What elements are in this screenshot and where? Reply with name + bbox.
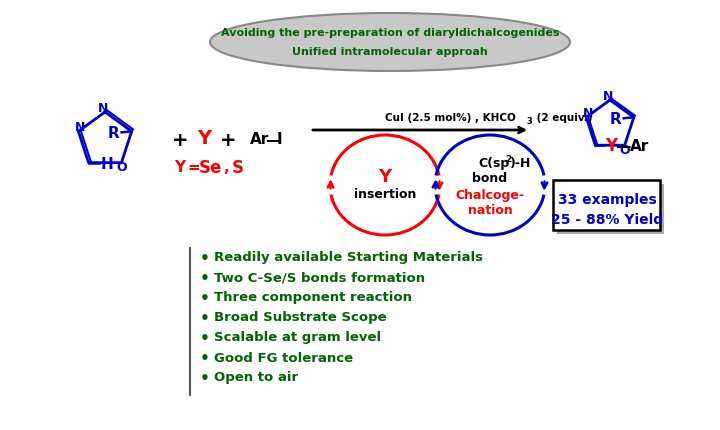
Text: Good FG tolerance: Good FG tolerance <box>214 351 353 365</box>
Text: Open to air: Open to air <box>214 372 298 384</box>
Text: Three component reaction: Three component reaction <box>214 292 412 304</box>
Text: +: + <box>220 130 236 150</box>
Text: N: N <box>583 107 593 120</box>
Text: —: — <box>265 132 280 147</box>
Text: N: N <box>75 121 86 134</box>
Text: •: • <box>200 291 210 305</box>
Text: Se: Se <box>198 159 222 177</box>
Text: Ar: Ar <box>250 132 269 147</box>
Ellipse shape <box>210 13 570 71</box>
Text: Broad Substrate Scope: Broad Substrate Scope <box>214 311 387 325</box>
Text: Y: Y <box>174 160 186 175</box>
Text: 33 examples: 33 examples <box>557 193 657 207</box>
Text: Two C-Se/S bonds formation: Two C-Se/S bonds formation <box>214 271 425 285</box>
Text: R: R <box>108 126 120 141</box>
Text: 3: 3 <box>526 117 532 126</box>
Text: +: + <box>172 130 188 150</box>
FancyBboxPatch shape <box>557 184 664 234</box>
Text: C(sp: C(sp <box>478 157 509 169</box>
Text: Y: Y <box>197 129 211 147</box>
Text: •: • <box>200 270 210 286</box>
Text: Ar: Ar <box>630 139 649 154</box>
Text: insertion: insertion <box>354 188 416 202</box>
Text: •: • <box>200 350 210 366</box>
Text: Chalcoge-: Chalcoge- <box>456 188 524 202</box>
Text: Readily available Starting Materials: Readily available Starting Materials <box>214 252 483 264</box>
Text: R: R <box>610 112 621 127</box>
Text: •: • <box>200 251 210 265</box>
Text: Scalable at gram level: Scalable at gram level <box>214 332 381 344</box>
Text: O: O <box>619 144 630 157</box>
Text: nation: nation <box>467 203 513 216</box>
Text: O: O <box>116 161 127 174</box>
Text: CuI (2.5 mol%) , KHCO: CuI (2.5 mol%) , KHCO <box>385 113 516 123</box>
Text: —: — <box>616 139 631 154</box>
Text: N: N <box>98 101 108 114</box>
Text: S: S <box>232 159 244 177</box>
Text: 2: 2 <box>505 154 511 163</box>
Text: 25 - 88% Yield: 25 - 88% Yield <box>551 213 663 227</box>
Text: Y: Y <box>606 137 617 155</box>
Text: bond: bond <box>472 172 508 184</box>
Text: Unified intramolecular approah: Unified intramolecular approah <box>292 47 488 57</box>
Text: Avoiding the pre-preparation of diaryldichalcogenides: Avoiding the pre-preparation of diaryldi… <box>221 28 559 38</box>
Text: •: • <box>200 371 210 386</box>
Text: )-H: )-H <box>510 157 531 169</box>
Text: I: I <box>277 132 283 147</box>
Text: •: • <box>200 310 210 326</box>
Text: =: = <box>188 160 200 175</box>
FancyBboxPatch shape <box>553 180 660 230</box>
Text: ,: , <box>223 160 229 175</box>
Text: N: N <box>603 89 613 102</box>
Text: Y: Y <box>379 168 392 186</box>
Text: H: H <box>100 157 113 172</box>
Text: (2 equiv.): (2 equiv.) <box>533 113 593 123</box>
Text: •: • <box>200 331 210 345</box>
